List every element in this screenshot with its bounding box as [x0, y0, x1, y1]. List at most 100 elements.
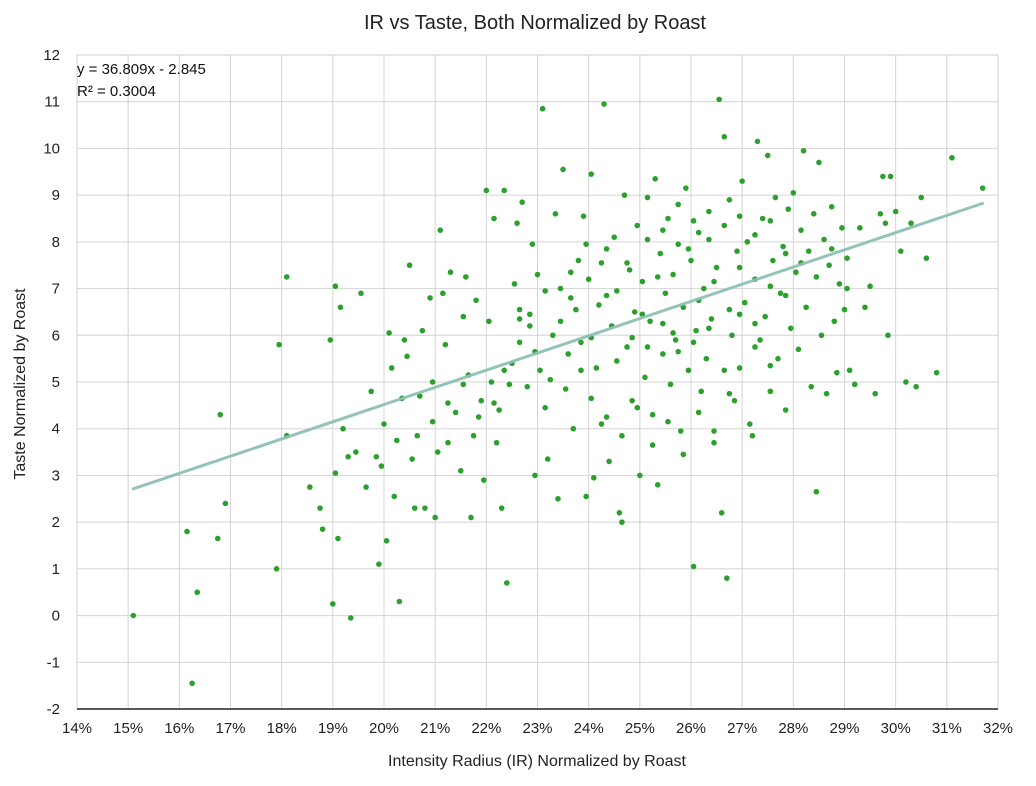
data-point — [654, 274, 661, 280]
data-point — [222, 500, 229, 507]
data-point — [619, 432, 625, 439]
data-point — [706, 236, 712, 243]
data-point — [621, 192, 628, 198]
data-point — [457, 467, 464, 474]
data-point — [729, 332, 735, 339]
data-point — [752, 344, 758, 350]
data-point — [440, 290, 446, 297]
data-point — [644, 236, 651, 243]
data-point — [475, 414, 482, 420]
data-point — [647, 318, 653, 325]
data-point — [670, 271, 676, 278]
data-point — [381, 421, 387, 427]
data-point — [516, 339, 523, 346]
data-point — [695, 409, 702, 416]
data-point — [683, 185, 689, 191]
data-point — [419, 327, 426, 334]
data-point — [580, 213, 587, 219]
data-points — [130, 96, 986, 687]
data-point — [872, 390, 878, 397]
x-tick-label: 19% — [318, 720, 348, 737]
data-point — [445, 400, 451, 406]
data-point — [488, 379, 495, 385]
data-point — [519, 199, 525, 205]
data-point — [629, 334, 635, 341]
data-point — [532, 472, 538, 479]
data-point — [130, 612, 137, 619]
data-point — [813, 488, 820, 495]
data-point — [979, 185, 986, 191]
data-point — [460, 381, 467, 388]
trendline-r2: R² = 0.3004 — [77, 83, 156, 100]
data-point — [718, 510, 725, 516]
data-point — [672, 337, 679, 343]
data-point — [588, 395, 595, 402]
data-point — [593, 365, 600, 371]
data-point — [639, 311, 646, 318]
data-point — [414, 432, 421, 439]
data-point — [619, 519, 625, 525]
data-point — [662, 290, 669, 297]
data-point — [908, 220, 914, 226]
data-point — [491, 215, 497, 222]
x-tick-label: 28% — [778, 720, 808, 737]
data-point — [542, 288, 548, 294]
data-point — [452, 409, 459, 416]
data-point — [496, 407, 502, 413]
x-tick-label: 32% — [983, 720, 1013, 737]
data-point — [498, 505, 505, 511]
data-point — [307, 484, 313, 490]
x-axis-label: Intensity Radius (IR) Normalized by Roas… — [388, 753, 686, 770]
data-point — [276, 341, 282, 348]
data-point — [675, 348, 682, 355]
data-point — [442, 341, 449, 348]
data-point — [406, 262, 413, 269]
data-point — [731, 397, 738, 404]
data-point — [603, 414, 610, 420]
data-point — [524, 383, 531, 390]
data-point — [506, 381, 513, 388]
data-point — [629, 397, 635, 404]
data-point — [565, 351, 571, 357]
grid — [76, 54, 999, 710]
data-point — [345, 453, 351, 460]
data-point — [736, 365, 743, 371]
data-point — [657, 250, 664, 257]
data-point — [690, 339, 697, 346]
data-point — [782, 250, 789, 257]
data-point — [335, 535, 341, 542]
data-point — [516, 316, 523, 322]
data-point — [772, 194, 779, 201]
x-tick-label: 30% — [881, 720, 911, 737]
data-point — [557, 285, 564, 292]
x-tick-label: 25% — [625, 720, 655, 737]
data-point — [616, 510, 623, 516]
data-point — [716, 96, 722, 103]
data-point — [445, 439, 451, 446]
data-point — [327, 337, 334, 343]
data-point — [606, 458, 612, 465]
data-point — [831, 318, 838, 325]
x-tick-label: 26% — [676, 720, 706, 737]
data-point — [644, 194, 651, 201]
x-tick-label: 14% — [62, 720, 92, 737]
data-point — [194, 589, 201, 596]
data-point — [721, 133, 728, 140]
data-point — [828, 204, 835, 210]
data-point — [550, 332, 556, 339]
data-point — [790, 190, 797, 196]
data-point — [491, 400, 497, 406]
data-point — [378, 463, 385, 469]
data-point — [575, 257, 582, 264]
data-point — [631, 309, 638, 315]
data-point — [880, 173, 886, 180]
data-point — [624, 260, 630, 266]
data-point — [578, 339, 584, 346]
data-point — [754, 138, 761, 145]
data-point — [811, 211, 817, 217]
data-point — [882, 220, 889, 226]
data-point — [391, 493, 398, 500]
data-point — [273, 566, 280, 572]
data-point — [741, 299, 748, 306]
